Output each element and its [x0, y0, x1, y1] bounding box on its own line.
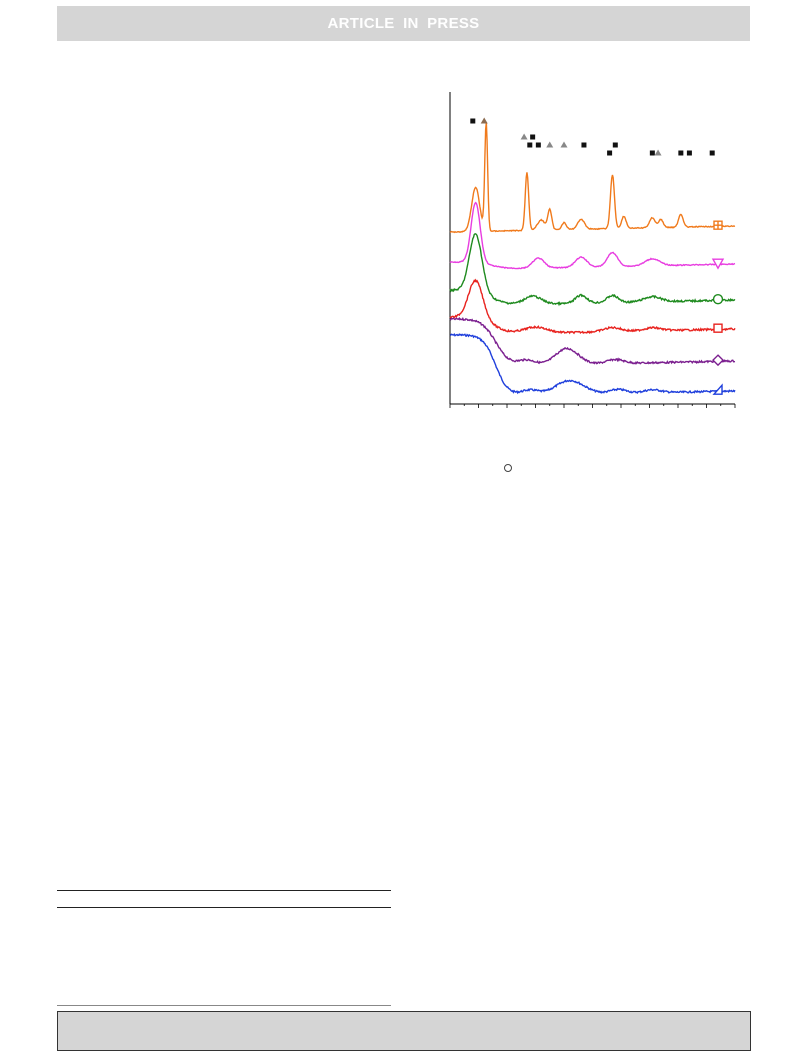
- series-end-markers: [711, 220, 725, 395]
- end-marker-diamond: [712, 354, 724, 367]
- circle-symbol: [504, 464, 512, 472]
- trace-square: [449, 278, 736, 335]
- end-marker-square: [713, 323, 723, 333]
- phase-triangle-marker: [546, 141, 554, 148]
- end-marker-triangle-down: [711, 258, 725, 270]
- phase-square-marker: [607, 150, 613, 156]
- end-marker-triangle: [712, 383, 723, 395]
- phase-square-marker: [686, 150, 692, 156]
- end-marker-circle-cross: [713, 220, 723, 230]
- trace-triangle-down: [449, 201, 736, 270]
- table-bottom-rule: [57, 1005, 391, 1006]
- phase-square-marker: [612, 142, 618, 148]
- phase-triangle-marker: [560, 141, 568, 148]
- xrd-pattern-chart: [449, 92, 736, 408]
- phase-square-marker: [709, 150, 715, 156]
- trace-circle-cross: [449, 122, 736, 234]
- banner-text: ARTICLE IN PRESS: [327, 15, 480, 32]
- phase-triangle-marker: [480, 117, 488, 124]
- trace-circle: [449, 233, 736, 307]
- phase-square-marker: [581, 142, 587, 148]
- phase-square-marker: [678, 150, 684, 156]
- article-in-press-banner: ARTICLE IN PRESS: [57, 6, 750, 41]
- diffraction-traces: [449, 122, 736, 395]
- phase-triangle-marker: [520, 133, 528, 140]
- phase-square-marker: [470, 118, 476, 124]
- trace-diamond: [449, 316, 736, 365]
- citation-footer-box: [57, 1011, 751, 1051]
- end-marker-circle: [712, 293, 724, 305]
- x-ticks: [449, 404, 736, 408]
- phase-square-marker: [649, 150, 655, 156]
- phase-square-marker: [530, 134, 536, 140]
- table-header-rule: [57, 907, 391, 908]
- phase-markers: [470, 117, 715, 156]
- phase-square-marker: [535, 142, 541, 148]
- table-top-rule: [57, 890, 391, 891]
- phase-square-marker: [527, 142, 533, 148]
- trace-triangle: [449, 333, 736, 395]
- phase-triangle-marker: [654, 149, 662, 156]
